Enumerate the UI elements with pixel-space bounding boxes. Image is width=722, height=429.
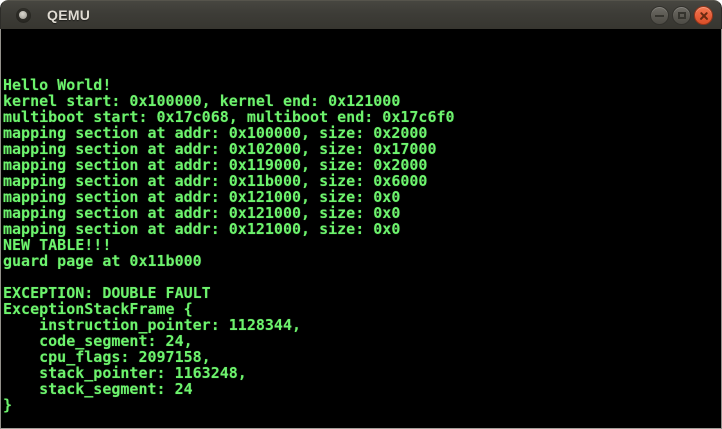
window-title: QEMU	[47, 7, 91, 23]
maximize-button[interactable]	[672, 6, 691, 25]
terminal-output: Hello World! kernel start: 0x100000, ker…	[3, 76, 455, 414]
close-icon	[695, 7, 712, 24]
minimize-button[interactable]	[650, 6, 669, 25]
qemu-app-icon	[16, 8, 31, 23]
close-button[interactable]	[694, 6, 713, 25]
minimize-icon	[655, 15, 664, 17]
qemu-app-icon-inner	[19, 11, 27, 19]
window-controls	[650, 6, 713, 25]
titlebar[interactable]: QEMU	[0, 0, 722, 29]
maximize-icon	[678, 12, 686, 19]
terminal-screen[interactable]: Hello World! kernel start: 0x100000, ker…	[0, 29, 722, 429]
